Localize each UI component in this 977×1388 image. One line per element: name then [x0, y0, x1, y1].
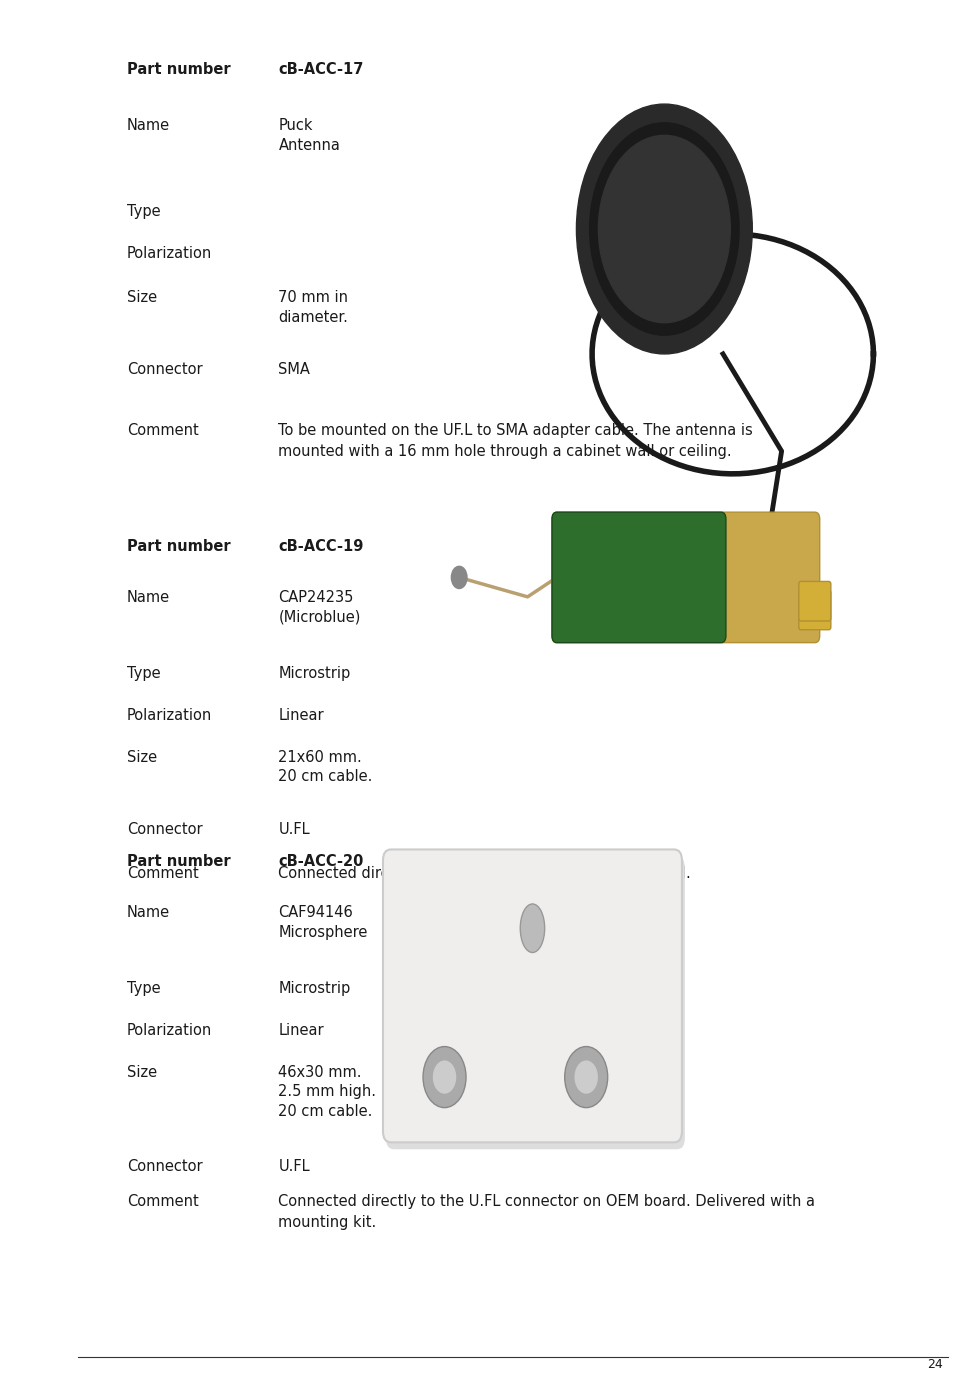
- Text: Polarization: Polarization: [127, 246, 212, 261]
- Text: Polarization: Polarization: [127, 708, 212, 723]
- Text: Connected directly to the U.FL connector on OEM board.: Connected directly to the U.FL connector…: [278, 866, 691, 881]
- Text: Part number: Part number: [127, 62, 231, 78]
- Text: Connector: Connector: [127, 362, 202, 378]
- Text: CAF94146
Microsphere: CAF94146 Microsphere: [278, 905, 367, 940]
- Ellipse shape: [521, 904, 545, 952]
- Text: Connected directly to the U.FL connector on OEM board. Delivered with a
mounting: Connected directly to the U.FL connector…: [278, 1194, 816, 1230]
- Text: Microstrip: Microstrip: [278, 666, 351, 682]
- Text: 46x30 mm.
2.5 mm high.
20 cm cable.: 46x30 mm. 2.5 mm high. 20 cm cable.: [278, 1065, 376, 1119]
- Text: Comment: Comment: [127, 866, 198, 881]
- FancyBboxPatch shape: [552, 512, 820, 643]
- Text: 24: 24: [927, 1359, 943, 1371]
- Text: cB-ACC-19: cB-ACC-19: [278, 539, 363, 554]
- Text: 21x60 mm.
20 cm cable.: 21x60 mm. 20 cm cable.: [278, 750, 373, 784]
- Text: Type: Type: [127, 981, 160, 997]
- Circle shape: [590, 124, 740, 336]
- Circle shape: [565, 1047, 608, 1108]
- Text: U.FL: U.FL: [278, 1159, 310, 1174]
- Text: Type: Type: [127, 204, 160, 219]
- Circle shape: [451, 566, 467, 589]
- Text: Name: Name: [127, 905, 170, 920]
- Circle shape: [574, 1060, 598, 1094]
- Circle shape: [750, 559, 774, 593]
- Text: Microstrip: Microstrip: [278, 981, 351, 997]
- Text: Size: Size: [127, 1065, 157, 1080]
- Text: Name: Name: [127, 118, 170, 133]
- Text: 70 mm in
diameter.: 70 mm in diameter.: [278, 290, 349, 325]
- Text: Comment: Comment: [127, 423, 198, 439]
- Text: Linear: Linear: [278, 708, 324, 723]
- FancyBboxPatch shape: [552, 512, 726, 643]
- Text: Part number: Part number: [127, 854, 231, 869]
- Text: Linear: Linear: [278, 1023, 324, 1038]
- Text: SMA: SMA: [278, 362, 311, 378]
- Text: Connector: Connector: [127, 1159, 202, 1174]
- FancyBboxPatch shape: [799, 582, 830, 620]
- Text: Type: Type: [127, 666, 160, 682]
- FancyBboxPatch shape: [386, 856, 685, 1149]
- Text: Puck
Antenna: Puck Antenna: [278, 118, 340, 153]
- Text: Part number: Part number: [127, 539, 231, 554]
- Text: cB-ACC-17: cB-ACC-17: [278, 62, 363, 78]
- FancyBboxPatch shape: [383, 849, 682, 1142]
- Text: Size: Size: [127, 290, 157, 305]
- Circle shape: [423, 1047, 466, 1108]
- Text: Comment: Comment: [127, 1194, 198, 1209]
- Text: U.FL: U.FL: [278, 822, 310, 837]
- Text: To be mounted on the UF.L to SMA adapter cable. The antenna is
mounted with a 16: To be mounted on the UF.L to SMA adapter…: [278, 423, 753, 459]
- Circle shape: [433, 1060, 456, 1094]
- Text: cB-ACC-20: cB-ACC-20: [278, 854, 363, 869]
- Circle shape: [598, 136, 731, 323]
- Text: Name: Name: [127, 590, 170, 605]
- Text: Polarization: Polarization: [127, 1023, 212, 1038]
- Text: Size: Size: [127, 750, 157, 765]
- FancyBboxPatch shape: [799, 590, 830, 630]
- Text: Connector: Connector: [127, 822, 202, 837]
- Circle shape: [576, 104, 752, 354]
- Text: CAP24235
(Microblue): CAP24235 (Microblue): [278, 590, 361, 625]
